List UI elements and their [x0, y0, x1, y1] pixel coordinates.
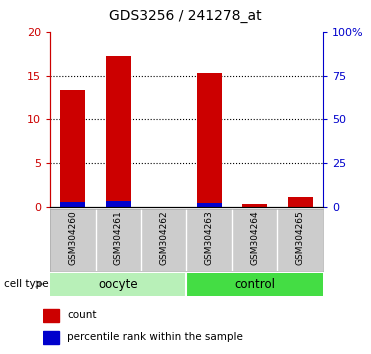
Bar [50, 273, 187, 296]
Bar [106, 201, 131, 207]
Text: GDS3256 / 241278_at: GDS3256 / 241278_at [109, 9, 262, 23]
Text: GSM304260: GSM304260 [68, 210, 77, 265]
Text: GSM304264: GSM304264 [250, 210, 259, 265]
Bar [242, 205, 267, 207]
Text: oocyte: oocyte [98, 278, 138, 291]
Bar [106, 56, 131, 207]
Text: cell type: cell type [4, 279, 48, 289]
Text: count: count [68, 310, 97, 320]
Text: GSM304263: GSM304263 [205, 210, 214, 265]
Bar [43, 331, 59, 343]
Text: GSM304265: GSM304265 [296, 210, 305, 265]
Text: control: control [234, 278, 275, 291]
Bar [43, 309, 59, 322]
Bar [60, 202, 85, 207]
Bar [288, 198, 312, 207]
Text: GSM304261: GSM304261 [114, 210, 123, 265]
Text: percentile rank within the sample: percentile rank within the sample [68, 332, 243, 342]
Bar [197, 203, 221, 207]
Bar [187, 273, 323, 296]
Bar [197, 73, 221, 207]
Text: GSM304262: GSM304262 [159, 210, 168, 265]
Bar [60, 90, 85, 207]
